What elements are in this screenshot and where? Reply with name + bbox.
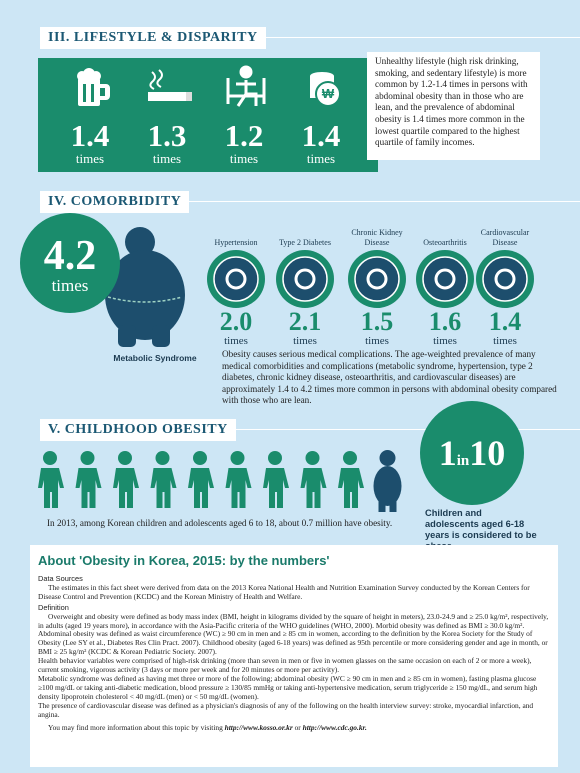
metabolic-label: Metabolic Syndrome (113, 353, 197, 363)
ratio: 1in10 (419, 432, 525, 474)
condition: Osteoarthritis 1.6 times (409, 227, 481, 348)
paragraph: The estimates in this fact sheet were de… (38, 582, 530, 601)
condition: Hypertension 2.0 times (200, 227, 272, 348)
child-icon (113, 451, 139, 508)
stat-value: 1.4 (70, 118, 110, 153)
cigarette-icon (148, 69, 192, 101)
metabolic-circle (20, 213, 120, 313)
condition-value: 1.4 (488, 307, 522, 336)
metabolic-unit: times (51, 276, 89, 295)
ratio-circle (420, 401, 524, 505)
ratio-word: in (456, 453, 470, 469)
stat-unit: times (229, 151, 259, 166)
about-box: About 'Obesity in Korea, 2015: by the nu… (30, 545, 558, 767)
section-heading: Definition (38, 602, 69, 612)
child-icon (225, 451, 252, 508)
condition-symbol (225, 268, 247, 290)
ratio-numerator: 1 (438, 433, 457, 473)
metabolic-stat: 4.2 times (20, 233, 120, 296)
about-title: About 'Obesity in Korea, 2015: by the nu… (38, 553, 330, 568)
stat: 1.4 times (52, 120, 128, 166)
metabolic-graphic (20, 213, 185, 347)
stat-unit: times (152, 151, 182, 166)
footer: You may find more information about this… (38, 722, 552, 733)
condition-symbol (294, 268, 316, 290)
condition-ring (213, 256, 259, 302)
section-heading: V. CHILDHOOD OBESITY (40, 419, 236, 441)
rule (40, 201, 580, 202)
svg-text:₩: ₩ (322, 86, 335, 101)
child-icon (150, 451, 177, 508)
child-icon (38, 451, 64, 508)
condition: Chronic Kidney Disease 1.5 times (341, 227, 413, 347)
condition-ring (482, 256, 528, 302)
paragraph: Health behavior variables were comprised… (38, 656, 532, 675)
condition-label: Chronic Kidney Disease (351, 228, 403, 247)
section-heading: IV. COMORBIDITY (40, 191, 190, 213)
link: http://www.kosso.or.kr (224, 722, 293, 732)
condition-value: 1.6 (428, 307, 462, 336)
link: http://www.cdc.go.kr. (302, 722, 367, 732)
condition-icons (207, 250, 534, 308)
condition-label: Osteoarthritis (423, 237, 467, 247)
comorbidity-text: Obesity causes serious medical complicat… (222, 349, 557, 406)
footer-joiner: or (294, 722, 301, 732)
childhood-text: In 2013, among Korean children and adole… (47, 518, 393, 528)
condition-unit: times (433, 335, 457, 347)
ratio-denominator: 10 (469, 433, 506, 473)
condition-unit: times (224, 335, 248, 347)
income-icon: ₩ (310, 72, 341, 107)
paragraph: Metabolic syndrome was defined as having… (38, 673, 538, 701)
paragraph: The presence of cardiovascular disease w… (38, 700, 534, 719)
footer-text: You may find more information about this… (48, 722, 223, 732)
condition-value: 2.1 (288, 307, 322, 336)
condition-value: 2.0 (219, 307, 253, 336)
lifestyle-text: Unhealthy lifestyle (high risk drinking,… (367, 52, 540, 160)
rule (40, 429, 580, 430)
child-icon (75, 451, 102, 508)
sedentary-icon (226, 65, 266, 107)
condition-unit: times (293, 335, 317, 347)
stat-unit: times (75, 151, 105, 166)
paragraph: Overweight and obesity were defined as b… (38, 611, 549, 657)
condition: Type 2 Diabetes 2.1 times (269, 227, 341, 348)
condition-label: Cardiovascular Disease (480, 228, 530, 247)
rule (40, 37, 580, 38)
condition-ring (282, 256, 328, 302)
stat-value: 1.4 (301, 118, 341, 153)
metabolic-value: 4.2 (43, 233, 97, 279)
condition-unit: times (493, 335, 517, 347)
child-icon (263, 451, 289, 508)
child-icon (188, 451, 214, 508)
condition-ring (422, 256, 468, 302)
condition-label: Hypertension (214, 237, 258, 247)
children-icons (38, 450, 402, 512)
child-icon (300, 451, 327, 508)
section-heading: III. LIFESTYLE & DISPARITY (40, 27, 266, 49)
lifestyle-icons: ₩ (77, 65, 341, 107)
section-heading: Data Sources (38, 574, 83, 583)
condition-ring (354, 256, 400, 302)
condition-unit: times (365, 335, 389, 347)
stat-value: 1.3 (147, 118, 187, 153)
obese-child-icon (373, 450, 402, 512)
stat: 1.4 times (283, 120, 359, 166)
about-body: Data Sources The estimates in this fact s… (38, 573, 552, 732)
condition-symbol (366, 268, 388, 290)
condition: Cardiovascular Disease 1.4 times (469, 227, 541, 347)
obese-silhouette (105, 227, 185, 347)
condition-label: Type 2 Diabetes (279, 237, 331, 247)
condition-symbol (434, 268, 456, 290)
stat: 1.3 times (129, 120, 205, 166)
stat: 1.2 times (206, 120, 282, 166)
stat-unit: times (306, 151, 336, 166)
child-icon (338, 451, 364, 508)
condition-value: 1.5 (360, 307, 394, 336)
beer-icon (77, 68, 110, 106)
stat-value: 1.2 (224, 118, 264, 153)
condition-symbol (494, 268, 516, 290)
